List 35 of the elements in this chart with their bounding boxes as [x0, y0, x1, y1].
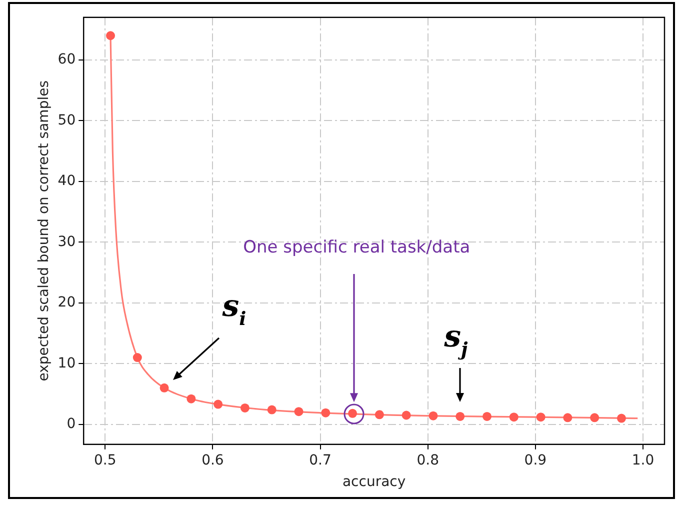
- point: [536, 412, 546, 422]
- point: [267, 405, 276, 414]
- point: [509, 412, 518, 422]
- x-tick-label: 1.0: [632, 452, 654, 468]
- point: [428, 411, 438, 420]
- point: [186, 394, 196, 404]
- y-tick-label: 20: [58, 294, 76, 311]
- point: [616, 414, 626, 423]
- y-tick-label: 10: [58, 355, 76, 372]
- y-tick-label: 40: [58, 173, 76, 190]
- annotation: One specific real task/data: [243, 237, 470, 258]
- point: [160, 383, 169, 392]
- point: [132, 353, 142, 362]
- point: [402, 410, 411, 420]
- y-tick-label: 50: [58, 112, 76, 128]
- x-axis-title: accuracy: [342, 474, 406, 490]
- point: [482, 412, 492, 421]
- y-tick-label: 30: [58, 234, 76, 250]
- point: [374, 410, 384, 420]
- y-tick-label: 0: [66, 416, 76, 432]
- y-tick-label: 60: [58, 52, 76, 68]
- point: [563, 413, 572, 422]
- point: [456, 412, 465, 421]
- point: [321, 408, 330, 418]
- point: [240, 403, 250, 412]
- point: [214, 400, 223, 409]
- y-axis-title: expected scaled bound on correct samples: [36, 80, 52, 382]
- x-tick-label: 0.8: [416, 452, 439, 468]
- x-tick-label: 0.6: [202, 452, 224, 468]
- point: [590, 413, 600, 422]
- x-tick-label: 0.5: [94, 452, 116, 468]
- x-tick-label: 0.9: [524, 452, 547, 468]
- point: [106, 31, 116, 40]
- point: [294, 407, 304, 416]
- x-tick-label: 0.7: [309, 452, 332, 468]
